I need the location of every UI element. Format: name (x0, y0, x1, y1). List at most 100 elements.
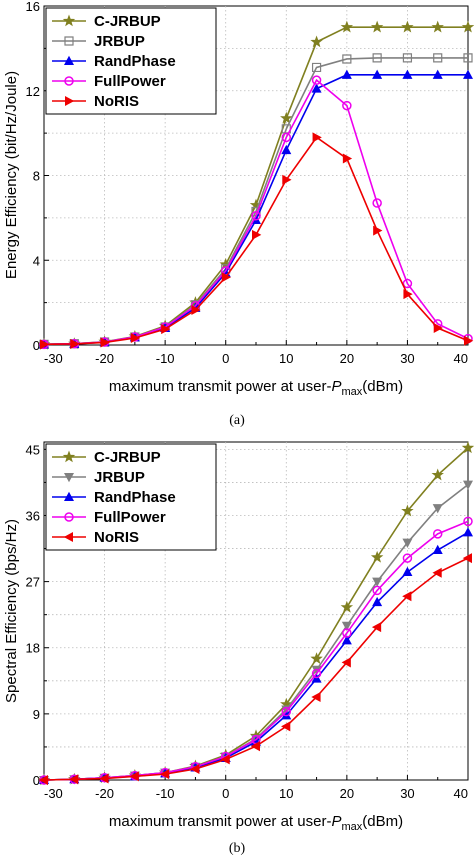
chart-a-legend-item: C-JRBUP (52, 13, 161, 30)
chart-a-data-point (161, 324, 171, 335)
chart-b-data-point (370, 550, 384, 563)
chart-b-xlabel-unit: (dBm) (362, 813, 403, 830)
chart-a-data-point (221, 272, 231, 283)
chart-b-data-point (220, 754, 230, 765)
chart-b-ytick-label: 18 (26, 641, 40, 656)
chart-b-legend-marker (62, 450, 76, 463)
chart-b-data-point (311, 691, 321, 702)
chart-a-data-point (433, 323, 443, 334)
chart-a-xtick-label: -30 (44, 351, 63, 366)
chart-a-data-point (311, 75, 322, 85)
chart-a-data-point (191, 305, 201, 316)
chart-b-data-point (372, 577, 383, 587)
chart-b-legend: C-JRBUP JRBUP RandPhase FullPower NoRIS (45, 443, 217, 551)
chart-b-legend-marker (63, 531, 73, 543)
chart-b-legend-label: JRBUP (94, 469, 145, 486)
chart-b-data-point (341, 635, 352, 645)
chart-a-legend-label: NoRIS (94, 93, 139, 110)
chart-b-data-point (462, 480, 474, 490)
chart-b-data-point (281, 721, 291, 732)
chart-a-legend-item: NoRIS (52, 93, 139, 110)
chart-b-data-point (310, 652, 323, 665)
chart-a-ytick-label: 4 (33, 253, 40, 268)
chart-b-data-point (432, 529, 443, 539)
chart-b-data-point (99, 773, 109, 784)
chart-b-series (37, 441, 474, 786)
chart-b-data-point (432, 504, 443, 514)
chart-a-data-point (342, 54, 352, 64)
chart-a-xlabel: maximum transmit power at user-Pmax(dBm) (109, 378, 403, 398)
chart-a-data-point (403, 289, 413, 300)
chart-a-legend-marker (65, 95, 75, 107)
chart-a-data-point (281, 144, 292, 155)
chart-b-data-point (402, 538, 413, 548)
chart-b-data-point (462, 527, 474, 537)
chart-a-legend-marker (64, 36, 74, 46)
chart-a-legend-label: JRBUP (94, 33, 145, 50)
chart-a-legend-label: RandPhase (94, 53, 176, 70)
chart-a-data-point (281, 132, 292, 143)
chart-b-data-point (371, 622, 382, 633)
chart-a-data-point (373, 225, 383, 236)
chart-a-legend-item: FullPower (52, 73, 166, 90)
chart-b-legend-item: JRBUP (52, 469, 145, 486)
chart-b-xtick-label: 0 (222, 786, 229, 801)
chart-a-series-line (43, 136, 469, 346)
chart-a-legend-label: FullPower (94, 73, 166, 90)
chart-b-xlabel-var: P (331, 813, 341, 830)
chart-b-data-point (341, 657, 351, 668)
chart-a-data-point (402, 53, 413, 63)
chart-a-data-point (341, 69, 352, 79)
chart-b-data-point (341, 621, 352, 631)
chart-a-caption: (a) (229, 413, 245, 428)
chart-b-legend-marker (63, 491, 75, 501)
chart-b-data-point (431, 468, 444, 481)
chart-a-data-point (312, 132, 322, 143)
chart-b-data-point (342, 628, 352, 638)
chart-a-data-point (100, 337, 110, 348)
chart-b-legend-label: FullPower (94, 509, 166, 526)
chart-b-data-point (281, 706, 292, 717)
chart-a-data-point (372, 198, 382, 208)
chart-a-data-point (70, 338, 80, 349)
chart-b-xlabel: maximum transmit power at user-Pmax(dBm) (109, 813, 403, 833)
chart-b-series-noris (38, 553, 472, 786)
chart-b-data-point (402, 553, 413, 563)
chart-b-legend-item: C-JRBUP (52, 449, 161, 466)
chart-a-xtick-label: -10 (156, 351, 175, 366)
chart-b-data-point (401, 504, 414, 517)
chart-a-xlabel-sub: max (341, 386, 362, 398)
chart-b-data-point (372, 585, 382, 596)
chart-a-ytick-label: 0 (33, 338, 40, 353)
chart-b-xlabel-main: maximum transmit power at user- (109, 813, 332, 830)
chart-a-data-point (342, 153, 353, 164)
chart-b-xtick-label: 30 (400, 786, 414, 801)
chart-a-data-point (433, 53, 443, 63)
chart-b-ytick-label: 27 (26, 575, 40, 590)
chart-a-xtick-label: -20 (95, 351, 114, 366)
chart-a-data-point (462, 69, 474, 79)
chart-a-data-point (130, 333, 141, 344)
chart-a-data-point (311, 62, 322, 73)
chart-a-ytick-label: 8 (33, 169, 40, 184)
chart-a-data-point (342, 100, 352, 111)
chart-a-legend-marker (63, 55, 75, 65)
chart-b-ytick-label: 0 (33, 773, 40, 788)
chart-b-ylabel: Spectral Efficiency (bps/Hz) (3, 519, 20, 703)
chart-a-data-point (401, 20, 414, 33)
spectral-efficiency-chart: -30 -20 -10 0 10 20 30 40 0 9 18 27 36 45 C-JRBUP JRBU… (3, 441, 474, 856)
chart-a-legend: C-JRBUP JRBUP RandPhase FullPower NoRIS (45, 7, 217, 115)
chart-b-data-point (462, 553, 472, 564)
chart-a-data-point (40, 339, 50, 350)
chart-a-data-point (340, 20, 354, 33)
chart-a-data-point (370, 20, 384, 33)
chart-a-data-point (432, 69, 443, 79)
chart-b-legend-marker (63, 473, 75, 483)
chart-b-data-point (69, 774, 79, 785)
chart-a-xlabel-var: P (331, 378, 341, 395)
chart-a-data-point (372, 53, 382, 63)
chart-a-legend-marker (64, 76, 74, 86)
chart-b-ytick-label: 36 (26, 508, 40, 523)
chart-b-ticks: -30 -20 -10 0 10 20 30 40 0 9 18 27 36 45 (26, 442, 469, 801)
chart-a-ytick-label: 16 (26, 0, 40, 14)
